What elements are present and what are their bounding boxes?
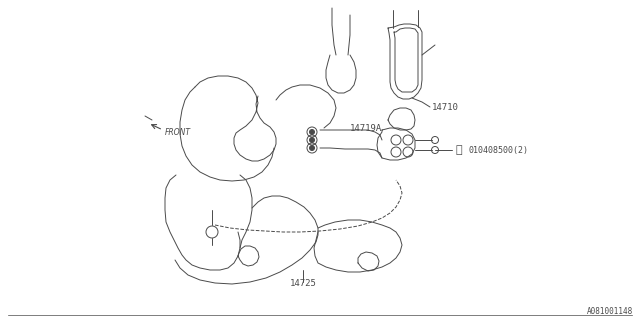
Text: Ⓑ: Ⓑ <box>455 145 461 155</box>
Circle shape <box>310 138 314 142</box>
Circle shape <box>310 130 314 134</box>
Text: A081001148: A081001148 <box>587 308 633 316</box>
Text: 14710: 14710 <box>432 102 459 111</box>
Text: 010408500(2): 010408500(2) <box>468 146 528 155</box>
Text: 14719A: 14719A <box>350 124 382 132</box>
Circle shape <box>310 146 314 150</box>
Text: FRONT: FRONT <box>165 127 191 137</box>
Text: 14725: 14725 <box>289 278 316 287</box>
